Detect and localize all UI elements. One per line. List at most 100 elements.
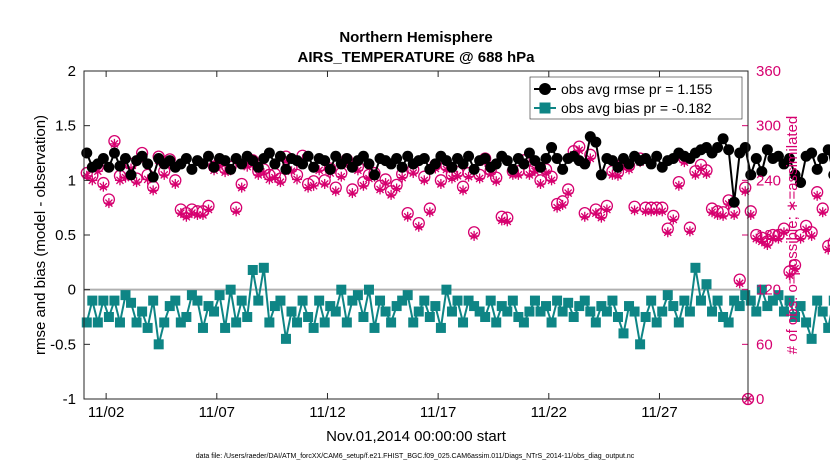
asterisk-stroke — [514, 170, 523, 179]
bias-point — [557, 306, 568, 317]
rmse-point — [147, 171, 159, 183]
bias-point — [137, 306, 148, 317]
rmse-point — [712, 142, 724, 154]
bias-point — [435, 322, 446, 333]
bias-point — [297, 295, 308, 306]
asterisk-stroke — [735, 279, 744, 288]
asterisk-stroke — [802, 225, 811, 234]
bias-point — [507, 295, 518, 306]
asterisk-stroke — [752, 234, 761, 243]
obs-assimilated-point — [529, 166, 540, 177]
rmse-point — [446, 161, 458, 173]
obs-assimilated-point — [491, 176, 502, 187]
obs-assimilated-point — [419, 175, 430, 186]
bias-point — [684, 306, 695, 317]
bias-point — [795, 301, 806, 312]
bias-point — [629, 306, 640, 317]
bias-point — [430, 301, 441, 312]
bias-point — [98, 295, 109, 306]
footnote: data file: /Users/raeder/DAI/ATM_forcXX/… — [196, 453, 635, 460]
rmse-point — [518, 158, 530, 170]
bias-point — [258, 262, 269, 273]
asterisk-stroke — [331, 187, 340, 196]
asterisk-stroke — [708, 208, 717, 217]
bias-point — [828, 295, 830, 306]
legend-bias-label: obs avg bias pr = -0.182 — [561, 100, 712, 116]
asterisk-stroke — [387, 190, 396, 199]
obs-assimilated-point — [524, 169, 535, 180]
asterisk-stroke — [674, 181, 683, 190]
obs-assimilated-point — [629, 205, 640, 216]
asterisk-stroke — [763, 241, 772, 250]
obs-assimilated-point — [590, 208, 601, 219]
obs-assimilated-point — [347, 188, 358, 199]
legend: obs avg rmse pr = 1.155 obs avg bias pr … — [529, 76, 743, 120]
bias-point — [386, 317, 397, 328]
obs-assimilated-point — [673, 180, 684, 191]
obs-assimilated-point — [513, 169, 524, 180]
rmse-point — [263, 147, 275, 159]
bias-point — [441, 284, 452, 295]
bias-point — [181, 312, 192, 322]
obs-assimilated-point — [795, 233, 806, 244]
obs-possible-point — [827, 237, 830, 248]
rmse-point — [822, 144, 830, 156]
asterisk-stroke — [176, 209, 185, 218]
x-tick-label: 11/17 — [420, 404, 456, 421]
bias-point — [197, 322, 208, 333]
asterisk-stroke — [398, 173, 407, 182]
bias-point — [640, 312, 651, 322]
rmse-point — [236, 158, 248, 170]
bias-point — [413, 306, 424, 317]
rmse-point — [197, 158, 209, 170]
x-tick-label: 11/07 — [199, 404, 235, 421]
obs-assimilated-point — [662, 227, 673, 238]
asterisk-stroke — [813, 191, 822, 200]
rmse-point — [546, 142, 558, 154]
y2-tick-label: 0 — [756, 391, 764, 408]
rmse-point — [120, 152, 131, 164]
obs-assimilated-point — [535, 178, 546, 189]
obs-assimilated-point — [778, 227, 789, 238]
bias-point — [762, 301, 773, 312]
obs-assimilated-point — [474, 173, 485, 184]
rmse-point — [457, 158, 469, 170]
asterisk-stroke — [320, 179, 329, 188]
bias-point — [701, 279, 712, 290]
asterisk-stroke — [403, 212, 412, 221]
bias-point — [225, 284, 236, 295]
bias-point — [358, 312, 369, 322]
legend-rmse-label: obs avg rmse pr = 1.155 — [561, 81, 713, 97]
asterisk-stroke — [160, 170, 169, 179]
asterisk-stroke — [293, 175, 302, 184]
asterisk-stroke — [547, 176, 556, 185]
y-tick-label: 0 — [68, 282, 76, 299]
obs-assimilated-point — [131, 177, 142, 188]
y-axis-label: rmse and bias (model - observation) — [32, 115, 49, 355]
bias-point — [325, 301, 336, 312]
rmse-point — [745, 169, 757, 181]
obs-assimilated-point — [375, 184, 386, 195]
rmse-point — [557, 163, 569, 175]
bias-point — [496, 301, 507, 312]
bias-point — [773, 290, 784, 301]
bias-point — [624, 301, 635, 312]
rmse-point — [756, 166, 768, 178]
bias-point — [330, 306, 341, 317]
y2-tick-label: 180 — [756, 227, 781, 244]
obs-assimilated-point — [657, 206, 668, 217]
obs-assimilated-point — [734, 278, 745, 289]
asterisk-stroke — [104, 199, 113, 208]
obs-assimilated-point — [408, 168, 419, 179]
obs-assimilated-point — [579, 211, 590, 222]
obs-assimilated-point — [463, 171, 474, 182]
asterisk-stroke — [807, 231, 816, 240]
rmse-point — [203, 150, 214, 162]
bias-point — [524, 306, 535, 317]
bias-point — [690, 262, 701, 273]
rmse-point — [330, 150, 342, 162]
asterisk-stroke — [536, 179, 545, 188]
asterisk-stroke — [353, 166, 362, 175]
rmse-point — [429, 158, 441, 170]
bias-point — [203, 301, 214, 312]
